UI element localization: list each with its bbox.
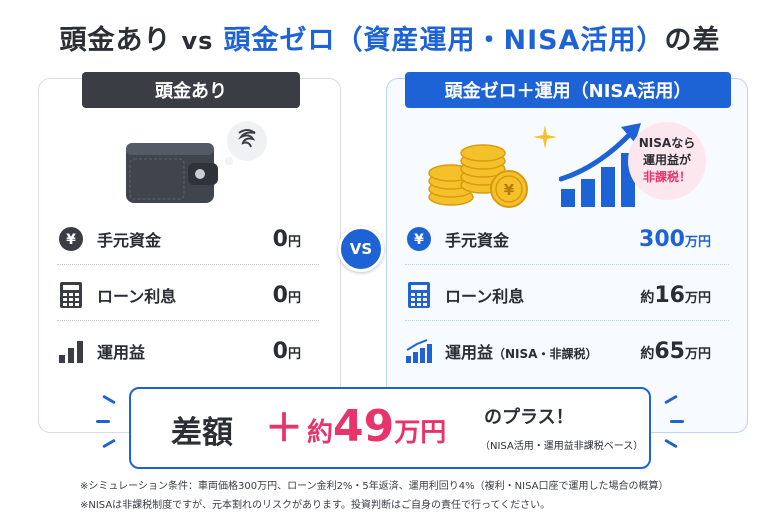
left-cash-value: 0円 <box>272 226 301 252</box>
title-part-zero-down: 頭金ゼロ（資産運用・NISA活用） <box>223 25 665 56</box>
left-panel-header: 頭金あり <box>82 72 300 108</box>
footnote-risk-disclaimer: ※NISAは非課税制度ですが、元本割れのリスクがあります。投資判断はご自身の責任… <box>80 500 551 511</box>
left-row-interest: ローン利息 0円 <box>57 281 301 309</box>
difference-suffix: のプラス！ <box>484 407 574 428</box>
right-cash-label: 手元資金 <box>445 231 510 250</box>
sparkle-icon <box>533 125 557 149</box>
right-returns-value: 約65万円 <box>640 338 711 364</box>
right-row-interest: ローン利息 約16万円 <box>405 281 711 309</box>
divider <box>405 320 729 321</box>
svg-text:¥: ¥ <box>414 232 424 248</box>
left-interest-label: ローン利息 <box>97 287 177 306</box>
footnote-simulation-conditions: ※シミュレーション条件：車両価格300万円、ローン金利2%・5年返済、運用利回り… <box>80 481 669 492</box>
page-title: 頭金あり vs 頭金ゼロ（資産運用・NISA活用）の差 <box>0 18 780 57</box>
left-returns-value: 0円 <box>272 338 301 364</box>
right-returns-sublabel: （NISA・非課税） <box>493 347 598 361</box>
difference-note: （NISA活用・運用益非課税ベース） <box>480 441 644 452</box>
right-cash-value: 300万円 <box>639 226 711 252</box>
left-row-cash: ¥ 手元資金 0円 <box>57 225 301 253</box>
vs-badge: VS <box>338 226 384 272</box>
right-returns-label: 運用益（NISA・非課税） <box>445 343 598 362</box>
trend-up-icon <box>405 337 433 365</box>
calculator-icon <box>405 281 433 309</box>
calculator-icon <box>57 281 85 309</box>
right-row-cash: ¥ 手元資金 300万円 <box>405 225 711 253</box>
svg-text:¥: ¥ <box>504 181 515 199</box>
right-interest-label: ローン利息 <box>445 287 525 306</box>
thought-bubble-swirl-icon <box>225 121 267 165</box>
coins-icon: ¥ <box>428 144 528 208</box>
divider <box>405 264 729 265</box>
bubble-line-2: 運用益が <box>642 153 691 167</box>
title-vs: vs <box>181 27 214 55</box>
title-part-down-payment: 頭金あり <box>59 25 172 56</box>
right-panel-header: 頭金ゼロ＋運用（NISA活用） <box>405 72 731 108</box>
right-row-returns: 運用益（NISA・非課税） 約65万円 <box>405 337 711 365</box>
difference-box: 差額 ＋約49万円 のプラス！ （NISA活用・運用益非課税ベース） <box>129 387 651 469</box>
bubble-line-3: 非課税！ <box>642 170 691 184</box>
nisa-tax-free-bubble: NISAなら 運用益が 非課税！ <box>628 122 706 200</box>
difference-value: ＋約49万円 <box>265 401 447 452</box>
right-panel: 頭金ゼロ＋運用（NISA活用） ¥ ¥ 手元資金 300万円 ローン利息 約16… <box>386 72 748 433</box>
wallet-icon <box>126 143 218 203</box>
divider <box>57 264 319 265</box>
bar-chart-icon <box>57 337 85 365</box>
left-row-returns: 運用益 0円 <box>57 337 301 365</box>
yen-icon: ¥ <box>405 225 433 253</box>
left-panel: 頭金あり ¥ 手元資金 0円 ローン利息 0円 運用益 0円 <box>38 72 341 433</box>
left-interest-value: 0円 <box>272 282 301 308</box>
right-interest-value: 約16万円 <box>640 282 711 308</box>
left-returns-label: 運用益 <box>97 343 146 362</box>
svg-text:¥: ¥ <box>66 232 76 248</box>
difference-label: 差額 <box>171 415 233 451</box>
left-cash-label: 手元資金 <box>97 231 162 250</box>
title-part-difference: の差 <box>664 25 721 56</box>
divider <box>57 320 319 321</box>
bubble-line-1: NISAなら <box>638 136 696 150</box>
yen-icon: ¥ <box>57 225 85 253</box>
